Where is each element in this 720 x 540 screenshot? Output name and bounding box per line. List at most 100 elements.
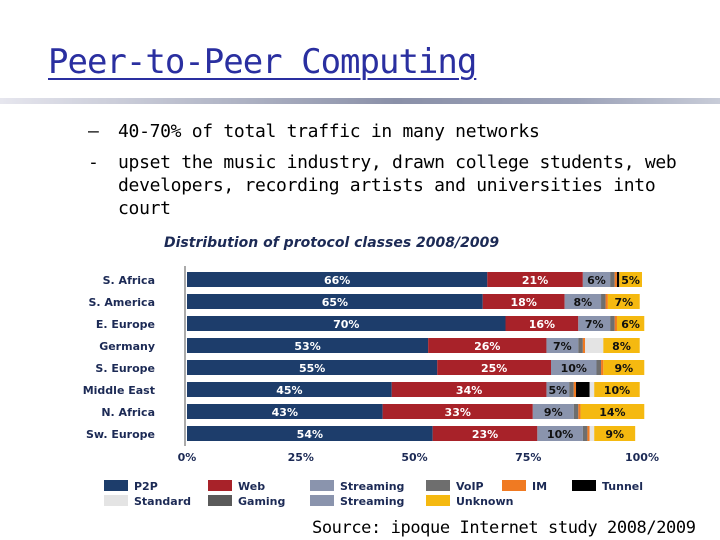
bar-segment-voip [582,426,588,441]
data-label: 6% [621,318,640,331]
bar-segment-web [437,360,551,375]
data-label: 6% [587,274,606,287]
data-label: 26% [474,340,500,353]
data-label: 18% [511,296,537,309]
x-tick-label: 75% [515,451,541,464]
bar-segment-web [391,382,547,397]
bar-segment-voip [610,272,615,287]
data-label: 66% [324,274,350,287]
data-label: 65% [322,296,348,309]
category-label: S. Africa [103,274,155,287]
legend-label: Unknown [456,495,513,508]
data-label: 16% [529,318,555,331]
legend-label: Streaming [340,495,404,508]
data-label: 7% [614,296,633,309]
legend-swatch-standard [104,495,128,506]
bar-segment-voip [578,338,583,353]
data-label: 5% [621,274,640,287]
data-label: 45% [276,384,302,397]
category-label: Germany [99,340,155,353]
data-label: 7% [585,318,604,331]
legend-swatch-gaming [208,495,232,506]
category-label: S. Europe [95,362,155,375]
bar-segment-web [382,404,533,419]
source-note: Source: ipoque Internet study 2008/2009 [312,518,696,538]
bar-segment-unknown [594,426,636,441]
bar-segment-im [614,272,617,287]
legend-swatch-streaming [310,495,334,506]
x-tick-label: 50% [401,451,427,464]
data-label: 55% [299,362,325,375]
data-label: 34% [456,384,482,397]
bar-segment-streaming [578,316,611,331]
bar-segment-tunnel [616,272,620,287]
bar-segment-web [432,426,538,441]
legend-label: IM [532,480,547,493]
bar-segment-unknown [594,382,640,397]
bar-segment-im [573,382,577,397]
bar-segment-tunnel [576,382,590,397]
data-label: 8% [574,296,593,309]
bar-segment-web [487,272,583,287]
category-label: S. America [88,296,155,309]
bar-segment-standard [585,338,604,353]
data-label: 7% [553,340,572,353]
bar-segment-im [614,316,617,331]
bar-segment-im [587,426,590,441]
legend-label: Gaming [238,495,285,508]
data-label: 21% [522,274,548,287]
category-label: N. Africa [101,406,155,419]
bar-segment-voip [569,382,574,397]
data-label: 14% [599,406,625,419]
bar-segment-p2p [187,294,483,309]
data-label: 70% [333,318,359,331]
legend-label: Tunnel [602,480,643,493]
bar-segment-streaming [582,272,611,287]
category-label: Sw. Europe [86,428,155,441]
data-label: 5% [548,384,567,397]
bar-segment-p2p [187,338,429,353]
bar-segment-streaming [546,338,579,353]
data-label: 10% [604,384,630,397]
bar-segment-voip [596,360,602,375]
bar-segment-unknown [616,316,645,331]
bar-segment-p2p [187,316,506,331]
bullet-text-2: upset the music industry, drawn college … [118,152,677,219]
bar-segment-unknown [603,338,640,353]
bullet-marker-1: – [88,121,99,142]
legend-swatch-im [502,480,526,491]
data-label: 54% [297,428,323,441]
legend-label: Standard [134,495,191,508]
bar-segment-streaming [532,404,574,419]
bar-segment-voip [573,404,579,419]
data-label: 9% [605,428,624,441]
bar-segment-im [601,360,604,375]
data-label: 33% [445,406,471,419]
data-label: 8% [612,340,631,353]
legend-swatch-p2p [104,480,128,491]
x-tick-label: 25% [288,451,314,464]
legend-label: VoIP [456,480,484,493]
bar-segment-p2p [187,272,488,287]
data-label: 10% [561,362,587,375]
bar-segment-p2p [187,382,392,397]
x-tick-label: 100% [625,451,659,464]
bar-segment-web [428,338,547,353]
legend-label: Streaming [340,480,404,493]
data-label: 25% [481,362,507,375]
bar-segment-standard [589,382,595,397]
legend-swatch-unknown [426,495,450,506]
legend-label: P2P [134,480,158,493]
bar-segment-streaming [537,426,583,441]
bar-segment-standard [589,426,595,441]
bar-segment-p2p [187,360,438,375]
data-label: 23% [472,428,498,441]
bar-segment-unknown [603,360,645,375]
legend-swatch-tunnel [572,480,596,491]
bar-segment-streaming [551,360,597,375]
bar-segment-unknown [607,294,640,309]
bullet-text-1: 40-70% of total traffic in many networks [118,121,540,142]
title-divider [0,98,720,104]
legend-label: Web [238,480,265,493]
